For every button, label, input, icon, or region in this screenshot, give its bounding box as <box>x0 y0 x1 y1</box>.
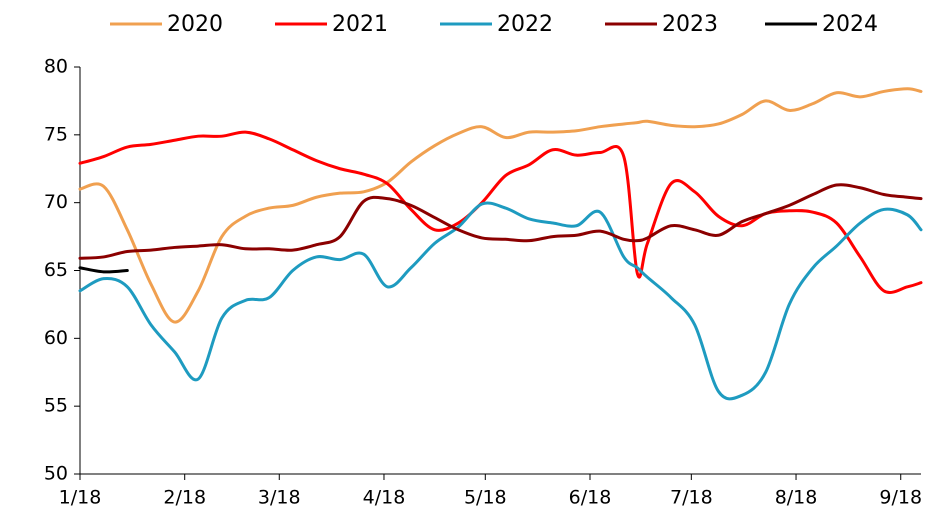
x-tick-label: 8/18 <box>775 487 818 509</box>
y-tick-label: 60 <box>44 327 68 349</box>
x-tick-label: 2/18 <box>163 487 206 509</box>
series-line <box>78 130 923 294</box>
x-tick-label: 7/18 <box>670 487 713 509</box>
series-line <box>78 87 923 324</box>
y-tick-label: 80 <box>44 56 68 78</box>
x-tick-label: 3/18 <box>258 487 301 509</box>
legend-label: 2023 <box>662 12 718 37</box>
x-tick-label: 1/18 <box>59 487 102 509</box>
y-tick-label: 70 <box>44 191 68 213</box>
legend-label: 2021 <box>332 12 388 37</box>
y-tick-label: 65 <box>44 259 68 281</box>
legend-label: 2020 <box>167 12 223 37</box>
series-line <box>78 201 923 401</box>
y-tick-label: 55 <box>44 395 68 417</box>
y-tick-label: 75 <box>44 123 68 145</box>
y-tick-label: 50 <box>44 463 68 485</box>
legend-label: 2022 <box>497 12 553 37</box>
x-tick-label: 9/18 <box>879 487 922 509</box>
x-tick-label: 6/18 <box>569 487 612 509</box>
legend-label: 2024 <box>822 12 878 37</box>
x-tick-label: 5/18 <box>464 487 507 509</box>
series-line <box>78 266 129 274</box>
x-tick-label: 4/18 <box>363 487 406 509</box>
series-line <box>78 183 923 260</box>
